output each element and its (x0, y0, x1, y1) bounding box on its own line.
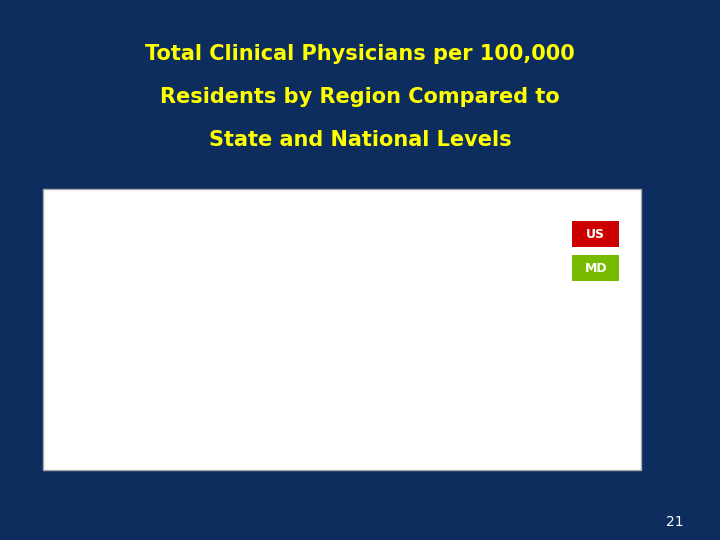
Bar (495, 309, 547, 427)
Bar (400, 334, 452, 427)
Text: MD: MD (585, 262, 607, 275)
Bar (210, 253, 262, 427)
Bar (259, 253, 266, 427)
Text: Residents by Region Compared to: Residents by Region Compared to (160, 87, 560, 107)
Bar (108, 424, 174, 428)
Bar (305, 296, 357, 427)
Bar (305, 296, 357, 427)
Bar (164, 274, 171, 427)
Bar (354, 296, 361, 427)
Bar (115, 274, 167, 427)
Bar (400, 334, 452, 427)
Bar (544, 309, 551, 427)
Text: State and National Levels: State and National Levels (209, 130, 511, 151)
Text: US: US (586, 227, 606, 240)
Text: Total Clinical Physicians per 100,000: Total Clinical Physicians per 100,000 (145, 44, 575, 64)
Bar (449, 334, 456, 427)
Bar (495, 309, 547, 427)
Bar (488, 424, 554, 428)
Bar (115, 274, 167, 427)
Bar (203, 424, 269, 428)
Bar (298, 424, 364, 428)
Bar (210, 253, 262, 427)
Text: 21: 21 (667, 515, 684, 529)
Bar (393, 424, 459, 428)
